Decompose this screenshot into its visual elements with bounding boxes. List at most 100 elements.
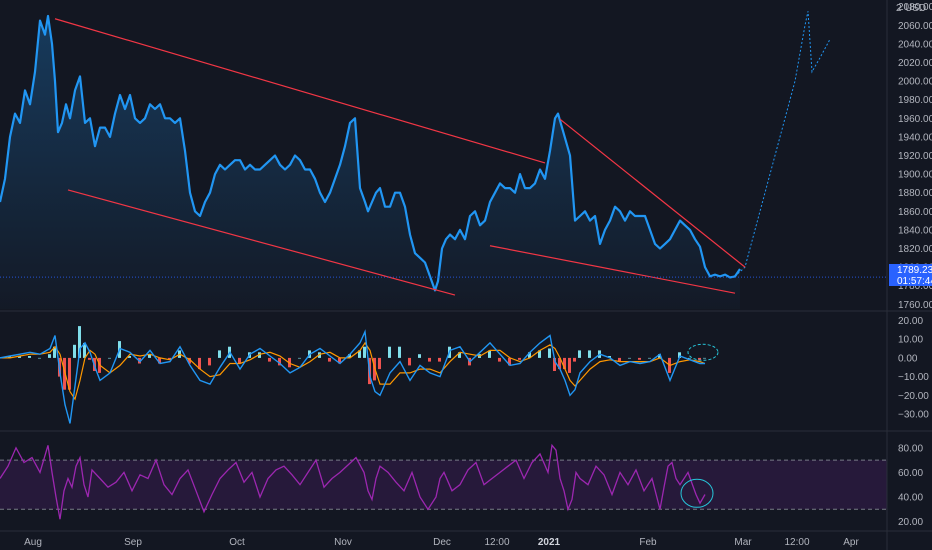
macd-histogram-bar: [538, 350, 541, 358]
price-tick-label: 1780.00: [898, 281, 932, 292]
rsi-axis[interactable]: 20.00 40.00 60.00 80.00: [898, 443, 923, 528]
time-axis[interactable]: Aug Sep Oct Nov Dec 12:00 2021 Feb Mar 12:00 Apr: [24, 537, 859, 548]
time-tick-label: Sep: [124, 537, 142, 548]
macd-tick-label: −10.00: [898, 372, 929, 383]
macd-histogram-bar: [328, 357, 331, 362]
macd-tick-label: 10.00: [898, 335, 923, 346]
macd-histogram-bar: [38, 357, 41, 359]
macd-histogram-bar: [548, 348, 551, 358]
currency-label: USD: [905, 3, 926, 14]
macd-line[interactable]: [0, 329, 705, 424]
macd-histogram-bar: [488, 350, 491, 358]
macd-histogram-bar: [128, 356, 131, 358]
rsi-annotation-circle[interactable]: [680, 478, 714, 508]
time-tick-label: Feb: [639, 537, 657, 548]
macd-annotation-circle[interactable]: [687, 343, 719, 361]
macd-histogram-bar: [553, 357, 556, 371]
macd-histogram-bar: [573, 357, 576, 362]
rsi-tick-label: 80.00: [898, 443, 923, 454]
macd-histogram-bar: [78, 326, 81, 358]
macd-histogram-bar: [558, 357, 561, 370]
macd-histogram-bar: [528, 352, 531, 358]
price-tick-label: 1920.00: [898, 151, 932, 162]
time-tick-label: Oct: [229, 537, 245, 548]
macd-histogram-bar: [208, 357, 211, 366]
macd-histogram-bar: [398, 346, 401, 358]
macd-histogram-bar: [378, 357, 381, 370]
trendline[interactable]: [559, 118, 746, 268]
time-tick-label: Mar: [734, 537, 752, 548]
price-tick-label: 1900.00: [898, 170, 932, 181]
macd-histogram-bar: [148, 354, 151, 358]
time-tick-label: Dec: [433, 537, 451, 548]
macd-axis[interactable]: −30.00 −20.00 −10.00 0.00 10.00 20.00: [898, 316, 929, 421]
macd-histogram-bar: [608, 356, 611, 358]
macd-histogram-bar: [458, 352, 461, 358]
rsi-band-fill: [0, 460, 887, 510]
macd-histogram-bar: [108, 357, 111, 359]
macd-histogram-bar: [63, 357, 66, 390]
macd-histogram-bar: [28, 356, 31, 358]
price-tick-label: 1820.00: [898, 244, 932, 255]
macd-histogram-bar: [338, 357, 341, 364]
macd-pane[interactable]: [0, 326, 719, 424]
price-tick-label: 2040.00: [898, 39, 932, 50]
rsi-tick-label: 60.00: [898, 468, 923, 479]
macd-tick-label: 0.00: [898, 353, 918, 364]
countdown-tag: 01:57:44: [889, 275, 932, 287]
trendline[interactable]: [54, 18, 546, 164]
price-tick-label: 2020.00: [898, 58, 932, 69]
trendline[interactable]: [489, 245, 736, 294]
price-area-fill: [0, 16, 740, 309]
macd-histogram-bar: [238, 357, 241, 364]
macd-histogram-bar: [518, 357, 521, 360]
price-tick-label: 2080.00: [898, 2, 932, 13]
macd-histogram-bar: [8, 356, 11, 358]
macd-histogram-bar: [18, 356, 21, 358]
price-projection-line: [734, 11, 831, 277]
macd-histogram-bar: [438, 357, 441, 362]
countdown-label: 01:57:44: [897, 276, 932, 287]
price-tick-label: 1840.00: [898, 225, 932, 236]
price-line[interactable]: [0, 14, 741, 292]
macd-histogram-bar: [648, 357, 651, 359]
macd-histogram-bar: [508, 357, 511, 366]
price-tick-label: 1940.00: [898, 132, 932, 143]
time-tick-label: 2021: [538, 537, 561, 548]
macd-histogram-bar: [298, 357, 301, 359]
price-tick-label: 2060.00: [898, 21, 932, 32]
rsi-line[interactable]: [0, 443, 706, 520]
price-tick-label: 1860.00: [898, 207, 932, 218]
macd-tick-label: −20.00: [898, 391, 929, 402]
macd-tick-label: 20.00: [898, 316, 923, 327]
macd-histogram-bar: [278, 357, 281, 366]
time-tick-label: Nov: [334, 537, 352, 548]
time-tick-label: Aug: [24, 537, 42, 548]
macd-histogram-bar: [388, 346, 391, 358]
macd-histogram-bar: [348, 354, 351, 358]
macd-histogram-bar: [698, 357, 701, 360]
macd-histogram-bar: [578, 350, 581, 358]
macd-histogram-bar: [428, 357, 431, 362]
macd-histogram-bar: [658, 354, 661, 358]
macd-histogram-bar: [88, 357, 91, 360]
macd-histogram-bar: [68, 357, 71, 390]
price-tick-label: 1880.00: [898, 188, 932, 199]
price-tick-label: 1980.00: [898, 95, 932, 106]
last-price-tag: 1789.23: [889, 264, 932, 276]
macd-histogram-bar: [678, 352, 681, 358]
macd-histogram-bar: [703, 357, 706, 359]
macd-histogram-bar: [638, 357, 641, 360]
macd-histogram-bar: [168, 357, 171, 360]
macd-histogram-bar: [268, 357, 271, 362]
macd-histogram-bar: [158, 357, 161, 364]
macd-histogram-bar: [363, 346, 366, 358]
macd-histogram-bar: [588, 350, 591, 358]
price-pane[interactable]: [0, 11, 887, 309]
rsi-pane[interactable]: [0, 443, 887, 520]
price-tick-label: 1960.00: [898, 114, 932, 125]
time-tick-label: 12:00: [784, 537, 809, 548]
macd-histogram-bar: [198, 357, 201, 370]
macd-histogram-bar: [418, 354, 421, 358]
